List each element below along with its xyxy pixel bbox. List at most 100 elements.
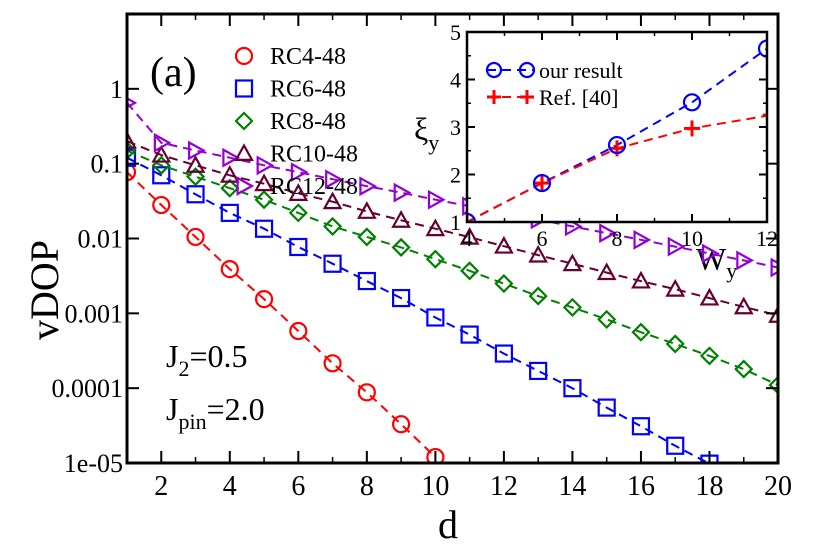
- inset-background: [467, 32, 767, 222]
- x-tick-label-18: 18: [695, 471, 723, 502]
- point-RC8-48-5: [254, 190, 274, 210]
- point-RC10-48-8: [356, 201, 377, 219]
- point-RC4-48-10: [426, 447, 445, 463]
- x-tick-label-16: 16: [627, 471, 655, 502]
- inset-x-tick-label-6: 6: [537, 226, 548, 251]
- point-RC10-48-4: [219, 164, 240, 183]
- inset-y-tick-label-5: 5: [450, 20, 461, 45]
- inset-legend-marker-a-our result: [485, 61, 503, 79]
- point-RC6-48-15: [597, 398, 616, 417]
- inset-point-our result-10: [682, 93, 702, 112]
- legend-label-RC10-48: RC10-48: [270, 142, 358, 168]
- inset-x-tick-label-4: 4: [462, 226, 473, 251]
- inset-point-our result-6: [532, 173, 552, 193]
- legend-label-RC12-48: RC12-48: [270, 174, 358, 200]
- point-RC10-48-20: [768, 305, 778, 323]
- point-RC8-48-12: [494, 273, 514, 294]
- point-RC12-48-16: [633, 229, 652, 250]
- point-RC6-48-3: [186, 185, 205, 204]
- point-RC10-48-9: [391, 210, 411, 228]
- point-RC10-48-12: [494, 235, 514, 254]
- point-RC10-48-16: [631, 270, 651, 289]
- legend-marker-RC8-48: [234, 111, 254, 131]
- inset-point-our result-12: [757, 39, 767, 58]
- point-RC10-48-17: [665, 278, 686, 297]
- point-RC6-48-4: [220, 203, 239, 222]
- x-tick-label-6: 6: [291, 471, 305, 502]
- point-RC12-48-17: [667, 236, 686, 257]
- x-tick-label-14: 14: [558, 471, 586, 502]
- annotation-j2: J2=0.5: [166, 338, 248, 381]
- point-RC10-48-11: [459, 226, 480, 245]
- main-plot-area: [127, 97, 778, 463]
- point-RC12-48-18: [701, 243, 720, 264]
- inset-point-our result-8: [607, 135, 627, 155]
- point-RC10-48-13: [528, 244, 549, 263]
- point-RC6-48-17: [666, 436, 685, 455]
- x-tick-label-20: 20: [764, 471, 792, 502]
- x-axis-title: d: [438, 502, 458, 545]
- point-RC10-48-6: [288, 183, 309, 201]
- annotation-jpin: Jpin=2.0: [166, 391, 265, 434]
- point-RC12-48-6: [290, 162, 309, 183]
- point-RC10-48-3: [185, 155, 206, 173]
- point-RC12-48-8: [359, 176, 378, 197]
- point-RC8-48-3: [185, 167, 206, 187]
- point-RC6-48-10: [426, 308, 445, 327]
- point-RC12-48-5: [256, 155, 275, 176]
- point-RC8-48-19: [734, 359, 754, 379]
- point-RC4-48-9: [392, 415, 411, 434]
- point-RC10-48-15: [596, 262, 617, 281]
- legend-marker-RC10-48: [234, 143, 254, 161]
- inset-x-tick-label-10: 10: [681, 226, 703, 251]
- point-RC12-48-15: [599, 223, 617, 243]
- point-RC4-48-4: [220, 260, 239, 279]
- y-tick-label-0.001: 0.001: [65, 299, 124, 328]
- x-tick-label-12: 12: [490, 471, 518, 502]
- point-RC10-48-14: [562, 253, 583, 272]
- point-RC6-48-1: [127, 148, 137, 167]
- point-RC10-48-1: [127, 130, 137, 149]
- point-RC8-48-20: [768, 375, 778, 395]
- point-RC12-48-2: [153, 132, 172, 153]
- point-RC6-48-16: [631, 417, 651, 436]
- inset-y-axis-title: ξy: [414, 111, 439, 155]
- inset-y-tick-label-1: 1: [450, 210, 461, 235]
- point-RC6-48-11: [460, 325, 479, 344]
- point-RC12-48-3: [188, 140, 206, 161]
- point-RC8-48-9: [391, 237, 411, 257]
- x-tick-label-4: 4: [223, 471, 237, 502]
- series-line-RC10-48: [127, 140, 778, 317]
- x-tick-label-8: 8: [360, 471, 374, 502]
- point-RC4-48-6: [289, 321, 308, 341]
- y-tick-label-0.1: 0.1: [91, 150, 124, 179]
- point-RC8-48-16: [631, 322, 651, 342]
- point-RC6-48-9: [392, 288, 411, 308]
- legend-marker-RC4-48: [234, 46, 254, 66]
- y-tick-label-0.0001: 0.0001: [52, 374, 124, 403]
- point-RC4-48-1: [127, 163, 137, 182]
- x-tick-label-2: 2: [154, 471, 168, 502]
- point-RC8-48-17: [665, 334, 685, 354]
- point-RC8-48-14: [562, 297, 582, 317]
- series-line-RC6-48: [127, 156, 710, 463]
- point-RC8-48-11: [460, 261, 480, 281]
- point-RC12-48-20: [770, 257, 778, 278]
- point-RC4-48-7: [323, 354, 342, 373]
- x-tick-label-10: 10: [421, 471, 449, 502]
- legend-marker-RC12-48: [236, 176, 255, 196]
- point-RC6-48-12: [494, 344, 513, 363]
- legend-label-RC4-48: RC4-48: [270, 44, 346, 70]
- point-RC6-48-6: [289, 237, 308, 257]
- main-legend: RC4-48 RC6-48 RC8-48 RC10-48 RC12-48: [234, 44, 358, 200]
- inset-point-Ref. [40]-10: [684, 120, 700, 137]
- point-RC10-48-7: [322, 191, 343, 210]
- inset-x-axis-title: Wy: [696, 241, 737, 283]
- inset-legend-marker-b-our result: [518, 61, 536, 79]
- series-line-RC4-48: [127, 171, 437, 458]
- inset-x-tick-label-12: 12: [756, 226, 778, 251]
- inset-legend-marker-a-Ref. [40]: [487, 90, 501, 104]
- point-RC10-48-5: [254, 173, 274, 192]
